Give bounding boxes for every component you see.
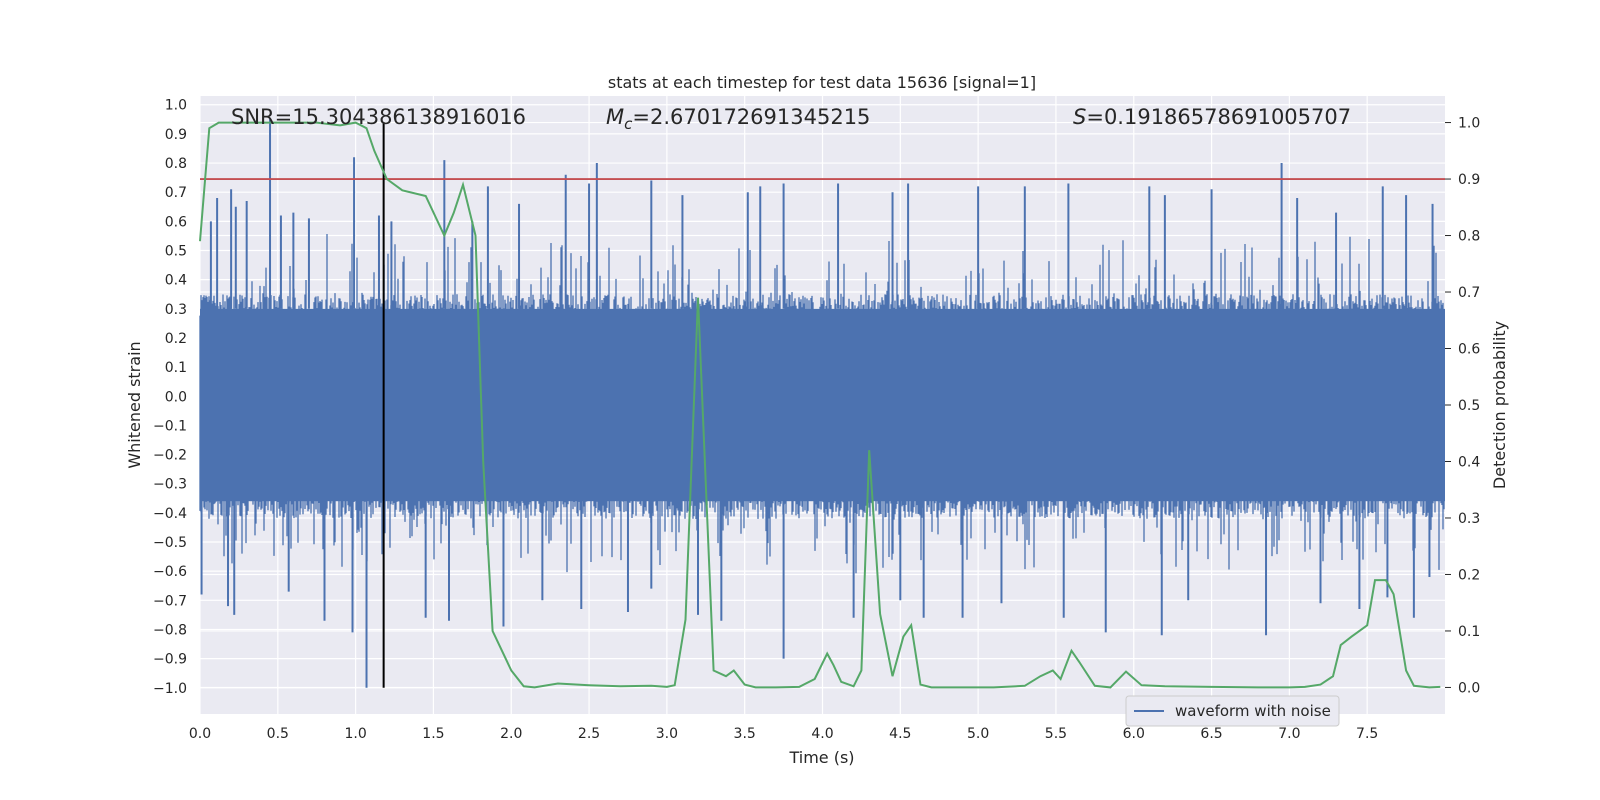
detection-probability-line <box>199 121 1441 689</box>
x-tick-label: 5.0 <box>967 726 989 742</box>
y-left-axis-ticks: 1.0 0.9 0.8 0.7 0.6 0.5 0.4 0.3 0.2 0.1 0.0 −0.1 −0.… <box>153 98 187 697</box>
y-left-tick-label: −0.7 <box>153 593 187 609</box>
y-left-tick-label: −0.4 <box>153 506 187 522</box>
y-left-tick-label: 1.0 <box>165 98 187 114</box>
x-tick-label: 0.0 <box>189 726 211 742</box>
y-left-tick-label: 0.6 <box>165 214 187 230</box>
y-left-tick-label: 0.9 <box>165 127 187 143</box>
chart-title: stats at each timestep for test data 156… <box>608 73 1036 92</box>
y-left-tick-label: 0.7 <box>165 185 187 201</box>
waveform-series <box>199 119 1445 688</box>
y-left-tick-label: −0.6 <box>153 564 187 580</box>
y-right-tick-label: 0.9 <box>1458 172 1480 188</box>
s-value: =0.19186578691005707 <box>1086 105 1351 129</box>
y-right-tick-label: 0.5 <box>1458 398 1480 414</box>
legend-box <box>1125 695 1340 727</box>
y-left-tick-label: −0.9 <box>153 652 187 668</box>
x-tick-label: 2.0 <box>500 726 522 742</box>
y-left-tick-label: −0.8 <box>153 622 187 638</box>
x-tick-label: 7.0 <box>1278 726 1300 742</box>
x-tick-label: 7.5 <box>1356 726 1378 742</box>
x-tick-label: 1.0 <box>344 726 366 742</box>
y-right-axis-ticks: 1.0 0.9 0.8 0.7 0.6 0.5 0.4 0.3 0.2 0.1 0.0 <box>1445 116 1480 696</box>
x-tick-label: 2.5 <box>578 726 600 742</box>
x-tick-label: 6.0 <box>1123 726 1145 742</box>
y-right-tick-label: 0.0 <box>1458 680 1480 696</box>
y-left-tick-label: −0.2 <box>153 448 187 464</box>
y-right-tick-label: 0.4 <box>1458 454 1480 470</box>
y-left-tick-label: −0.1 <box>153 418 187 434</box>
waveform-core <box>200 308 1445 502</box>
x-tick-label: 0.5 <box>267 726 289 742</box>
x-axis-ticks: 0.0 0.5 1.0 1.5 2.0 2.5 3.0 3.5 4.0 4.5 5.0 5.5 6.0 6… <box>189 726 1378 742</box>
x-tick-label: 1.5 <box>422 726 444 742</box>
x-tick-label: 5.5 <box>1045 726 1067 742</box>
y-left-tick-label: 0.4 <box>165 273 187 289</box>
y-right-axis-label: Detection probability <box>1490 321 1509 489</box>
mc-symbol: M <box>606 105 624 129</box>
s-annotation: S=0.19186578691005707 <box>1073 105 1351 129</box>
y-left-tick-label: 0.1 <box>165 360 187 376</box>
y-left-tick-label: 0.0 <box>165 389 187 405</box>
y-right-tick-label: 0.3 <box>1458 511 1480 527</box>
mc-value: =2.670172691345215 <box>632 105 870 129</box>
x-tick-label: 4.5 <box>889 726 911 742</box>
legend-label: waveform with noise <box>1175 702 1331 720</box>
snr-annotation: SNR=15.304386138916016 <box>231 105 526 129</box>
y-right-tick-label: 0.2 <box>1458 567 1480 583</box>
x-axis-label: Time (s) <box>788 748 854 767</box>
y-left-tick-label: 0.2 <box>165 331 187 347</box>
y-left-tick-label: 0.3 <box>165 302 187 318</box>
x-tick-label: 3.0 <box>656 726 678 742</box>
y-left-tick-label: −1.0 <box>153 681 187 697</box>
mc-subscript: c <box>624 115 633 133</box>
y-right-tick-label: 0.8 <box>1458 229 1480 245</box>
y-left-tick-label: 0.5 <box>165 244 187 260</box>
y-left-tick-label: −0.3 <box>153 477 187 493</box>
y-right-tick-label: 0.6 <box>1458 342 1480 358</box>
y-right-tick-label: 0.7 <box>1458 285 1480 301</box>
y-right-tick-label: 1.0 <box>1458 116 1480 132</box>
y-left-tick-label: −0.5 <box>153 535 187 551</box>
y-left-axis-label: Whitened strain <box>125 341 144 468</box>
mc-annotation: Mc=2.670172691345215 <box>606 105 870 133</box>
x-tick-label: 4.0 <box>811 726 833 742</box>
y-right-tick-label: 0.1 <box>1458 624 1480 640</box>
x-tick-label: 6.5 <box>1200 726 1222 742</box>
x-tick-label: 3.5 <box>734 726 756 742</box>
s-symbol: S <box>1073 105 1086 129</box>
y-left-tick-label: 0.8 <box>165 156 187 172</box>
legend: waveform with noise <box>1125 695 1340 727</box>
